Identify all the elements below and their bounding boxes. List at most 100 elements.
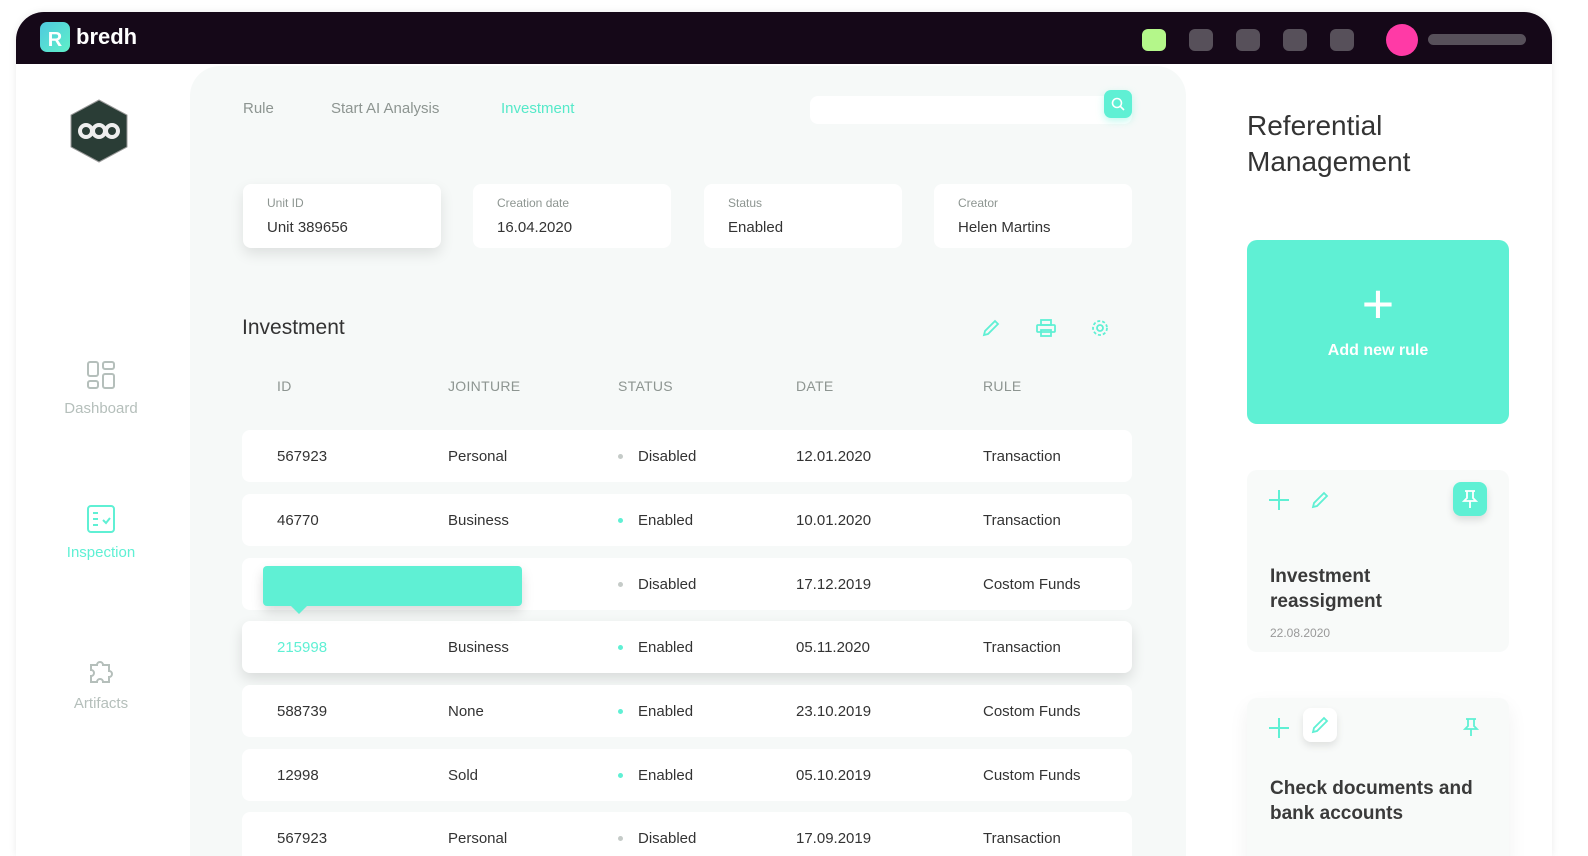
- toolbar-button[interactable]: [1189, 29, 1213, 51]
- table-row[interactable]: 588739 None Enabled 23.10.2019 Costom Funds: [242, 685, 1132, 737]
- cell-status: Enabled: [638, 767, 694, 784]
- info-card-unit-id: Unit ID Unit 389656: [243, 184, 441, 248]
- sidebar-item-inspection[interactable]: Inspection: [46, 504, 156, 561]
- pin-icon[interactable]: [1463, 718, 1479, 736]
- cell-jointure: Personal: [448, 448, 508, 465]
- cell-status: Enabled: [638, 639, 694, 656]
- avatar[interactable]: [1386, 24, 1418, 56]
- toolbar-button[interactable]: [1330, 29, 1354, 51]
- cell-id[interactable]: 567923: [277, 448, 328, 465]
- table-row[interactable]: 46770 Business Enabled 10.01.2020 Transactio…: [242, 494, 1132, 546]
- rule-card-date: 22.08.2020: [1270, 626, 1331, 640]
- add-rule-label: Add new rule: [1327, 342, 1429, 359]
- cell-jointure: None: [448, 703, 484, 720]
- print-icon[interactable]: [1035, 318, 1057, 338]
- column-header-status[interactable]: STATUS: [618, 378, 673, 394]
- sidebar-item-artifacts[interactable]: Artifacts: [46, 655, 156, 712]
- cell-rule: Costom Funds: [983, 576, 1081, 593]
- column-header-id[interactable]: ID: [277, 378, 292, 394]
- cell-date: 05.10.2019: [796, 767, 872, 784]
- cell-status: Disabled: [638, 830, 697, 847]
- edit-icon[interactable]: [1310, 490, 1330, 510]
- status-dot: [618, 582, 623, 587]
- brand-name: bredh: [76, 24, 138, 49]
- cell-date: 12.01.2020: [796, 448, 872, 465]
- edit-button[interactable]: [1303, 708, 1337, 742]
- column-header-date[interactable]: DATE: [796, 378, 834, 394]
- card-value: Unit 389656: [267, 219, 348, 236]
- rule-card[interactable]: Investment reassigment 22.08.2020: [1247, 470, 1509, 652]
- status-dot: [618, 645, 623, 650]
- tab-investment[interactable]: Investment: [501, 100, 575, 117]
- search-button[interactable]: [1104, 90, 1132, 118]
- column-header-rule[interactable]: RULE: [983, 378, 1022, 394]
- table-row[interactable]: 12998 Sold Enabled 05.10.2019 Custom Funds: [242, 749, 1132, 801]
- rule-card-title: Investment reassigment: [1270, 566, 1382, 612]
- status-indicator[interactable]: [1142, 29, 1166, 51]
- sidebar-item-label: Dashboard: [64, 400, 138, 417]
- cell-status: Enabled: [638, 512, 694, 529]
- table-row[interactable]: 567923 Personal Disabled 17.09.2019 Transact…: [242, 812, 1132, 856]
- section-title: Investment: [242, 316, 345, 339]
- cell-rule: Transaction: [983, 830, 1061, 847]
- card-value: 16.04.2020: [497, 219, 573, 236]
- plus-icon[interactable]: [1269, 490, 1289, 510]
- cell-rule: Transaction: [983, 639, 1061, 656]
- sidebar-item-dashboard[interactable]: Dashboard: [46, 360, 156, 417]
- puzzle-icon: [90, 661, 113, 683]
- status-dot: [618, 773, 623, 778]
- brand-logo: R: [40, 22, 70, 52]
- edit-icon[interactable]: [981, 318, 1001, 338]
- cell-date: 23.10.2019: [796, 703, 872, 720]
- status-dot: [618, 836, 623, 841]
- table-row[interactable]: 567923 Personal Disabled 12.01.2020 Transact…: [242, 430, 1132, 482]
- cell-id[interactable]: 46770: [277, 512, 319, 529]
- table-row[interactable]: 215998 Business Enabled 05.11.2020 Transacti…: [242, 621, 1132, 673]
- tab-start-ai-analysis[interactable]: Start AI Analysis: [331, 100, 440, 117]
- cell-date: 17.12.2019: [796, 576, 872, 593]
- card-label: Creation date: [497, 196, 570, 210]
- status-dot: [618, 454, 623, 459]
- pin-icon: [1462, 490, 1478, 508]
- info-card-status: Status Enabled: [704, 184, 902, 248]
- cell-status: Disabled: [638, 576, 697, 593]
- cell-id[interactable]: 215998: [277, 639, 328, 656]
- rule-card[interactable]: Check documents and bank accounts: [1247, 698, 1509, 856]
- cell-id[interactable]: 567923: [277, 830, 328, 847]
- plus-icon[interactable]: [1269, 718, 1289, 738]
- status-dot: [618, 709, 623, 714]
- cell-jointure: Business: [448, 512, 509, 529]
- cell-jointure: Personal: [448, 830, 508, 847]
- tab-rule[interactable]: Rule: [243, 100, 274, 117]
- pin-button[interactable]: [1453, 482, 1487, 516]
- settings-icon[interactable]: [1090, 318, 1110, 338]
- toolbar-button[interactable]: [1283, 29, 1307, 51]
- info-card-creator: Creator Helen Martins: [934, 184, 1132, 248]
- cell-status: Enabled: [638, 703, 694, 720]
- rule-card-title: Check documents and bank accounts: [1270, 778, 1473, 824]
- toolbar-button[interactable]: [1236, 29, 1260, 51]
- cell-date: 05.11.2020: [796, 639, 870, 656]
- card-value: Helen Martins: [958, 219, 1051, 236]
- status-dot: [618, 518, 623, 523]
- card-label: Status: [728, 196, 763, 210]
- cell-jointure: Sold: [448, 767, 479, 784]
- tooltip: [263, 566, 522, 614]
- card-value: Enabled: [728, 219, 784, 236]
- plus-icon: +: [1361, 272, 1395, 335]
- main-panel: Rule Start AI Analysis Investment Unit I…: [190, 66, 1186, 856]
- cell-id[interactable]: 12998: [277, 767, 319, 784]
- search-input[interactable]: [810, 96, 1132, 124]
- cell-rule: Transaction: [983, 512, 1061, 529]
- cell-id[interactable]: 588739: [277, 703, 328, 720]
- card-label: Unit ID: [267, 196, 304, 210]
- column-header-jointure[interactable]: JOINTURE: [448, 378, 521, 394]
- checklist-icon: [87, 505, 115, 533]
- cell-rule: Costom Funds: [983, 703, 1081, 720]
- app-window: R bredh Dashboard Inspection Artifacts R…: [16, 12, 1552, 856]
- right-panel-title: Referential Management: [1247, 110, 1411, 177]
- cell-date: 10.01.2020: [796, 512, 872, 529]
- cell-date: 17.09.2019: [796, 830, 872, 847]
- sidebar-item-label: Inspection: [66, 544, 136, 561]
- add-new-rule-button[interactable]: + Add new rule: [1247, 240, 1509, 424]
